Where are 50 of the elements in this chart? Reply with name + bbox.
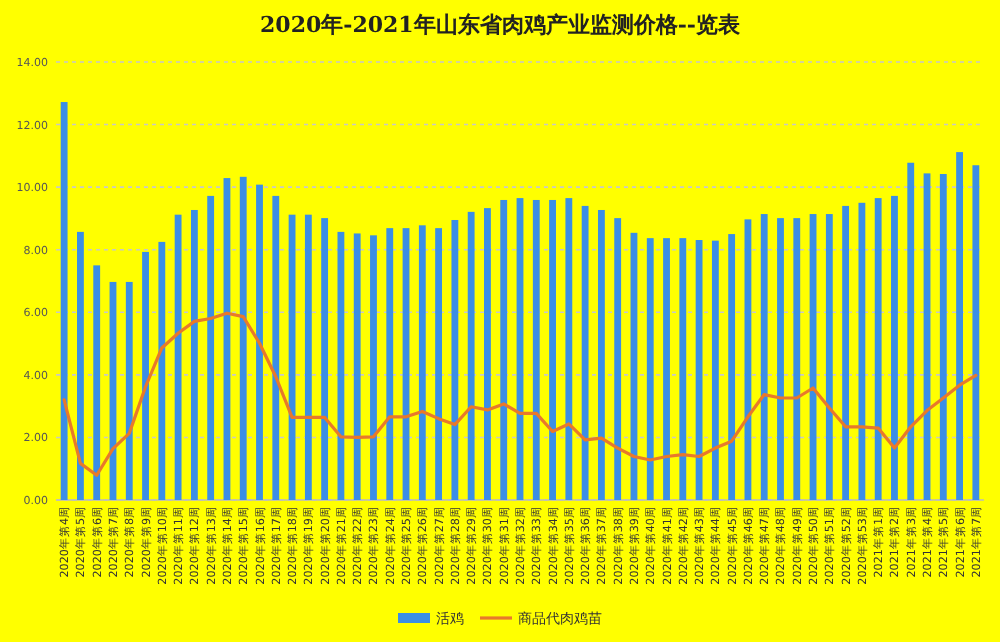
bar bbox=[207, 195, 215, 500]
bar bbox=[500, 199, 508, 500]
bar bbox=[597, 209, 605, 500]
bar bbox=[272, 195, 280, 500]
bar bbox=[939, 174, 947, 500]
bar bbox=[321, 218, 329, 500]
bar bbox=[256, 184, 263, 500]
bar bbox=[337, 231, 345, 500]
bar bbox=[60, 102, 68, 500]
bar bbox=[663, 238, 670, 500]
bar bbox=[728, 234, 736, 500]
bar bbox=[891, 195, 898, 500]
bar bbox=[174, 214, 182, 500]
chart-title: 2020年-2021年山东省肉鸡产业监测价格--览表 bbox=[260, 12, 742, 38]
bar bbox=[370, 235, 377, 500]
bar bbox=[142, 251, 149, 500]
bar bbox=[353, 233, 361, 500]
bar bbox=[532, 199, 540, 500]
bar bbox=[825, 214, 833, 500]
bar bbox=[565, 198, 573, 500]
bar bbox=[158, 241, 166, 500]
bar bbox=[760, 214, 768, 500]
bar bbox=[77, 231, 84, 500]
bar bbox=[386, 228, 394, 500]
bar bbox=[451, 219, 459, 500]
bar bbox=[581, 205, 589, 500]
bar bbox=[190, 209, 198, 500]
bar bbox=[874, 198, 882, 500]
bar bbox=[711, 240, 719, 500]
bar bbox=[907, 162, 915, 500]
bar bbox=[695, 240, 703, 500]
bar bbox=[679, 238, 687, 500]
bar bbox=[549, 199, 556, 500]
bar bbox=[484, 208, 491, 500]
bar bbox=[956, 152, 963, 500]
bar bbox=[614, 218, 622, 500]
bar bbox=[842, 205, 850, 500]
bar bbox=[972, 165, 980, 500]
bar bbox=[777, 218, 784, 500]
bar bbox=[304, 214, 312, 500]
bar bbox=[418, 225, 426, 500]
bar bbox=[435, 228, 443, 500]
bar bbox=[858, 202, 866, 500]
bar bbox=[93, 265, 101, 500]
bar bbox=[125, 281, 133, 500]
bar bbox=[793, 218, 801, 500]
bar bbox=[239, 176, 247, 500]
bar bbox=[467, 211, 475, 500]
bar bbox=[646, 238, 654, 500]
line-series bbox=[62, 311, 978, 477]
